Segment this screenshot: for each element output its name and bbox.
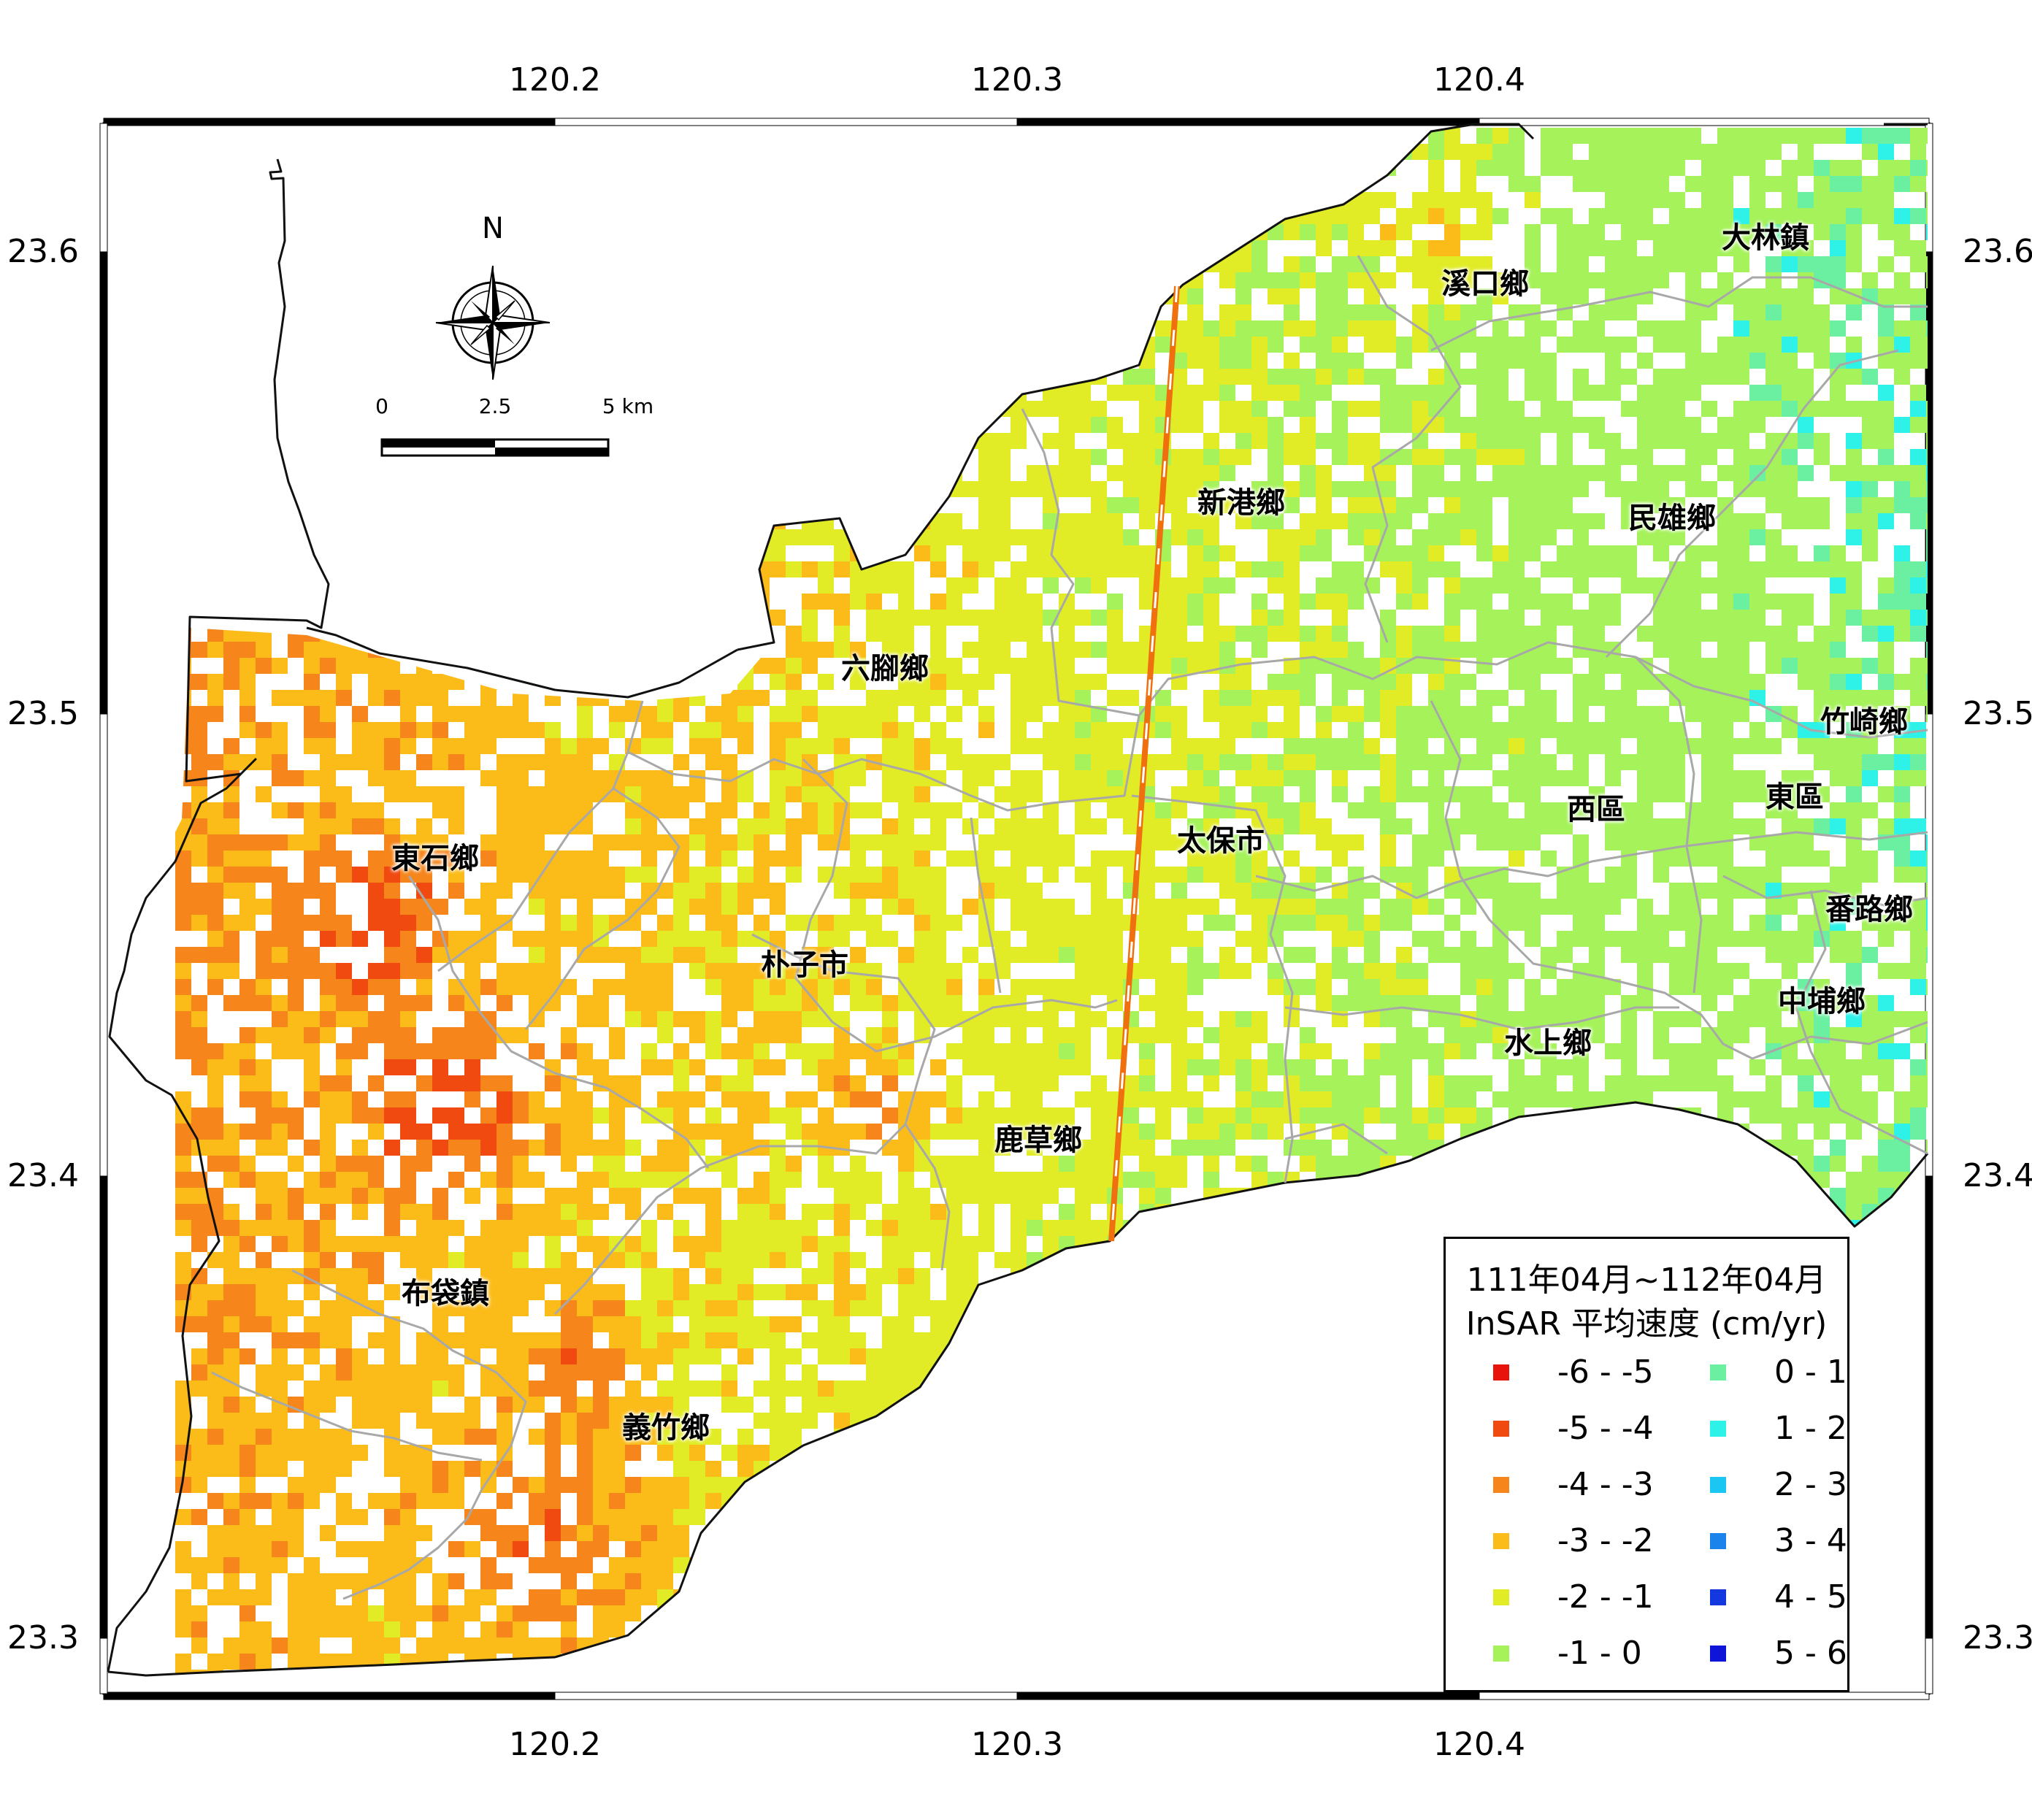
- y-tick-right-23-3: 23.3: [1963, 1619, 2032, 1656]
- legend-item: -1 - 0: [1493, 1635, 1642, 1672]
- y-tick-left-23-5: 23.5: [7, 695, 79, 732]
- y-tick-left-23-4: 23.4: [7, 1157, 79, 1194]
- y-tick-right-23-5: 23.5: [1963, 695, 2032, 732]
- x-tick-top-120-4: 120.4: [1433, 61, 1525, 99]
- legend-swatch: [1493, 1645, 1509, 1662]
- legend-item: -2 - -1: [1493, 1578, 1654, 1616]
- legend-label: -3 - -2: [1557, 1522, 1654, 1559]
- legend-swatch: [1710, 1364, 1726, 1381]
- legend-label: -6 - -5: [1557, 1354, 1654, 1391]
- town-label-puzi: 朴子市: [761, 948, 848, 982]
- legend-label: 4 - 5: [1774, 1578, 1847, 1616]
- town-label-liujiao: 六腳鄉: [841, 652, 929, 686]
- town-label-zhongpu: 中埔鄉: [1778, 985, 1866, 1018]
- legend: 111年04月~112年04月 InSAR 平均速度 (cm/yr) -6 - …: [1444, 1237, 1849, 1692]
- legend-item: -3 - -2: [1493, 1522, 1654, 1559]
- town-label-yizhu: 義竹鄉: [622, 1411, 710, 1445]
- legend-item: 3 - 4: [1710, 1522, 1847, 1559]
- legend-swatch: [1710, 1420, 1726, 1437]
- x-tick-top-120-3: 120.3: [971, 61, 1063, 99]
- legend-label: -5 - -4: [1557, 1410, 1654, 1447]
- town-label-zhuqi: 竹崎鄉: [1820, 705, 1908, 739]
- legend-swatch: [1710, 1532, 1726, 1549]
- legend-title-period: 111年04月~112年04月: [1466, 1262, 1827, 1299]
- legend-item: 1 - 2: [1710, 1410, 1847, 1447]
- north-label: N: [482, 212, 504, 245]
- town-label-xingang: 新港鄉: [1197, 486, 1285, 520]
- y-tick-left-23-6: 23.6: [7, 233, 79, 270]
- legend-swatch: [1710, 1476, 1726, 1493]
- legend-label: 5 - 6: [1774, 1635, 1847, 1672]
- x-tick-bottom-120-2: 120.2: [509, 1726, 601, 1763]
- town-label-west-district: 西區: [1567, 793, 1625, 826]
- town-label-budai: 布袋鎮: [402, 1277, 489, 1310]
- town-label-fanlu: 番路鄉: [1825, 893, 1913, 926]
- legend-title-units: InSAR 平均速度 (cm/yr): [1465, 1305, 1828, 1343]
- town-label-xikou: 溪口鄉: [1441, 267, 1529, 301]
- town-label-shuishang: 水上鄉: [1504, 1026, 1592, 1060]
- legend-item: -4 - -3: [1493, 1466, 1654, 1503]
- town-label-dalin: 大林鎮: [1722, 221, 1809, 255]
- legend-swatch: [1493, 1364, 1509, 1381]
- legend-item: 0 - 1: [1710, 1354, 1847, 1391]
- legend-swatch: [1710, 1645, 1726, 1662]
- legend-swatch: [1493, 1420, 1509, 1437]
- scale-label-5km: 5 km: [602, 394, 654, 418]
- legend-swatch: [1493, 1589, 1509, 1605]
- legend-swatch: [1710, 1589, 1726, 1605]
- town-label-dongshi: 東石鄉: [391, 842, 479, 875]
- scale-bar: [380, 438, 610, 457]
- y-tick-right-23-4: 23.4: [1963, 1157, 2032, 1194]
- legend-label: 3 - 4: [1774, 1522, 1847, 1559]
- legend-item: -5 - -4: [1493, 1410, 1654, 1447]
- legend-label: -2 - -1: [1557, 1578, 1654, 1616]
- north-arrow-icon: [435, 265, 551, 380]
- legend-item: 4 - 5: [1710, 1578, 1847, 1616]
- town-label-taibao: 太保市: [1177, 824, 1265, 858]
- legend-label: 2 - 3: [1774, 1466, 1847, 1503]
- legend-label: 0 - 1: [1774, 1354, 1847, 1391]
- legend-item: 2 - 3: [1710, 1466, 1847, 1503]
- town-label-minxiong: 民雄鄉: [1628, 502, 1716, 535]
- y-tick-left-23-3: 23.3: [7, 1619, 79, 1656]
- legend-label: -4 - -3: [1557, 1466, 1654, 1503]
- x-tick-top-120-2: 120.2: [509, 61, 601, 99]
- legend-swatch: [1493, 1532, 1509, 1549]
- scale-label-0: 0: [375, 394, 388, 418]
- legend-label: 1 - 2: [1774, 1410, 1847, 1447]
- town-label-lucao: 鹿草鄉: [994, 1124, 1082, 1157]
- legend-label: -1 - 0: [1557, 1635, 1642, 1672]
- x-tick-bottom-120-3: 120.3: [971, 1726, 1063, 1763]
- legend-item: 5 - 6: [1710, 1635, 1847, 1672]
- town-label-east-district: 東區: [1765, 780, 1824, 814]
- x-tick-bottom-120-4: 120.4: [1433, 1726, 1525, 1763]
- legend-swatch: [1493, 1476, 1509, 1493]
- legend-item: -6 - -5: [1493, 1354, 1654, 1391]
- scale-label-2-5: 2.5: [478, 394, 512, 418]
- y-tick-right-23-6: 23.6: [1963, 233, 2032, 270]
